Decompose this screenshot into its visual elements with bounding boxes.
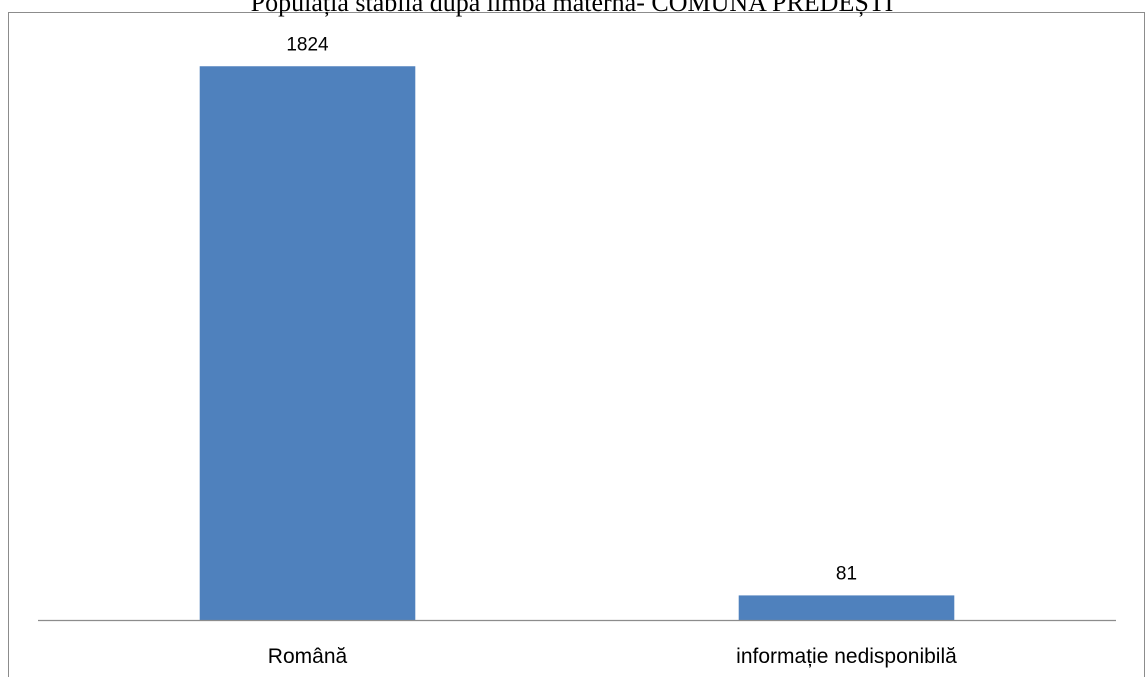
bar-value-label-2: 81 — [836, 563, 857, 584]
chart-title: Populația stabilă după limba maternă- CO… — [251, 0, 894, 17]
bars-group — [199, 66, 955, 620]
bar-2 — [738, 595, 955, 620]
chart-area-border — [8, 12, 1145, 677]
data-labels-group: 1824 81 — [286, 34, 857, 584]
bar-value-label-1: 1824 — [286, 34, 329, 55]
x-axis-label-2: informație nedisponibilă — [736, 645, 957, 668]
bar-1 — [199, 66, 416, 620]
x-axis-label-1: Română — [268, 645, 348, 668]
x-axis-labels-group: Română informație nedisponibilă — [268, 645, 957, 668]
